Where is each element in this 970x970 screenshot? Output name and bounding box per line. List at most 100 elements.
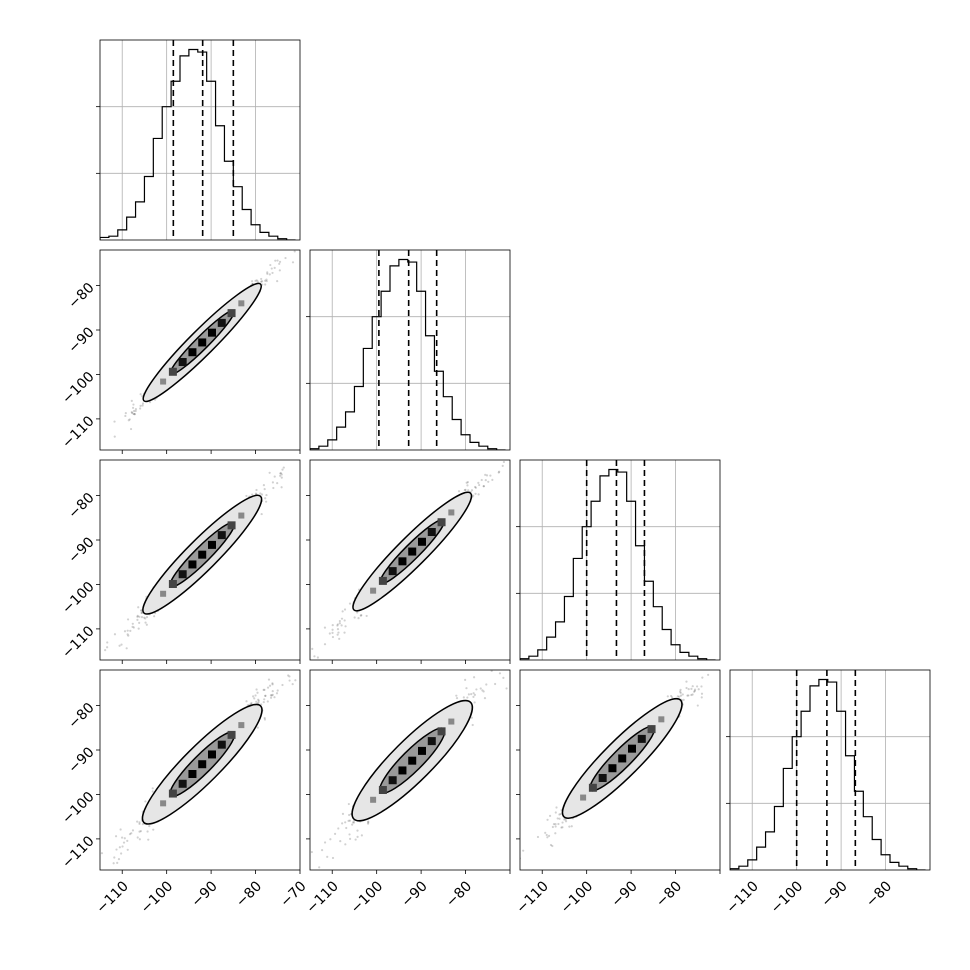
scatter-point	[269, 694, 273, 697]
scatter-point	[676, 695, 679, 698]
scatter-point	[357, 617, 360, 620]
scatter-point	[340, 617, 344, 620]
scatter-frame	[309, 669, 511, 871]
scatter-point	[288, 675, 291, 678]
scatter-point	[129, 629, 132, 632]
scatter-point	[464, 488, 467, 492]
scatter-point	[279, 472, 283, 475]
scatter-point	[366, 822, 370, 825]
scatter-point	[700, 696, 703, 699]
scatter-point	[455, 694, 458, 697]
density-cell	[217, 740, 226, 749]
scatter-point	[360, 834, 363, 837]
scatter-point	[336, 623, 339, 626]
scatter-point	[351, 823, 354, 826]
scatter-point	[498, 672, 502, 675]
scatter-point	[485, 474, 489, 477]
density-cell	[227, 309, 236, 318]
scatter-panel-0-2	[67, 459, 301, 696]
scatter-point	[691, 693, 694, 696]
scatter-point	[139, 407, 142, 410]
histogram-steps	[310, 258, 506, 450]
scatter-point	[554, 832, 557, 835]
scatter-point	[681, 693, 684, 696]
scatter-point	[679, 694, 683, 697]
x-tick-label: −80	[233, 878, 265, 910]
scatter-point	[265, 278, 268, 281]
scatter-point	[268, 471, 271, 474]
y-tick-label: −110	[59, 623, 98, 662]
scatter-point	[141, 404, 144, 407]
scatter-point	[337, 631, 340, 634]
x-tick-label: −80	[653, 878, 685, 910]
scatter-point	[134, 408, 138, 411]
scatter-point	[546, 836, 549, 839]
scatter-point	[505, 687, 508, 690]
scatter-point	[340, 624, 343, 627]
histogram-frame	[729, 669, 931, 871]
scatter-point	[106, 646, 109, 649]
scatter-point	[336, 628, 340, 631]
x-tick-label: −100	[348, 878, 387, 917]
density-cell	[198, 760, 207, 769]
scatter-frame	[519, 669, 721, 871]
scatter-point	[457, 490, 461, 493]
scatter-point	[552, 823, 556, 826]
scatter-point	[90, 887, 92, 889]
scatter-point	[352, 821, 356, 824]
scatter-point	[465, 481, 468, 484]
scatter-point	[282, 466, 285, 469]
scatter-point	[124, 412, 127, 415]
scatter-point	[536, 835, 540, 839]
scatter-point	[281, 468, 284, 471]
scatter-point	[472, 695, 475, 698]
scatter-point	[353, 616, 356, 619]
density-cell	[198, 338, 207, 347]
scatter-point	[337, 827, 340, 830]
scatter-point	[481, 689, 484, 692]
scatter-point	[690, 693, 693, 697]
scatter-point	[257, 698, 260, 701]
scatter-point	[113, 420, 116, 423]
density-cell	[408, 547, 417, 556]
scatter-point	[477, 481, 480, 485]
scatter-point	[554, 811, 557, 814]
density-cell	[637, 734, 646, 743]
scatter-point	[556, 817, 559, 820]
scatter-point	[474, 485, 477, 489]
scatter-point	[279, 474, 282, 477]
scatter-point	[255, 279, 258, 282]
scatter-point	[686, 694, 689, 697]
histogram-steps	[520, 468, 716, 660]
x-tick-label: −110	[723, 878, 762, 917]
scatter-point	[116, 861, 119, 864]
scatter-point	[561, 826, 564, 829]
scatter-point	[475, 688, 478, 691]
scatter-point	[480, 478, 483, 482]
scatter-point	[685, 686, 688, 690]
scatter-panel-2-3	[516, 668, 721, 874]
scatter-point	[328, 632, 331, 635]
y-tick-label: −80	[65, 700, 97, 732]
scatter-point	[136, 614, 139, 617]
scatter-point	[293, 250, 296, 253]
scatter-point	[338, 622, 341, 625]
scatter-point	[472, 692, 475, 695]
scatter-point	[704, 668, 706, 670]
scatter-point	[131, 622, 134, 625]
density-cell	[188, 348, 197, 357]
density-cell	[208, 540, 216, 549]
scatter-point	[271, 683, 274, 686]
scatter-point	[254, 492, 258, 495]
density-cell	[437, 727, 446, 736]
scatter-point	[121, 845, 124, 848]
scatter-point	[336, 624, 339, 627]
scatter-point	[67, 694, 69, 696]
scatter-point	[251, 493, 254, 496]
scatter-point	[338, 619, 341, 623]
scatter-point	[348, 819, 352, 822]
scatter-point	[151, 790, 154, 793]
scatter-point	[115, 848, 118, 851]
scatter-point	[341, 822, 344, 825]
scatter-point	[498, 470, 501, 473]
